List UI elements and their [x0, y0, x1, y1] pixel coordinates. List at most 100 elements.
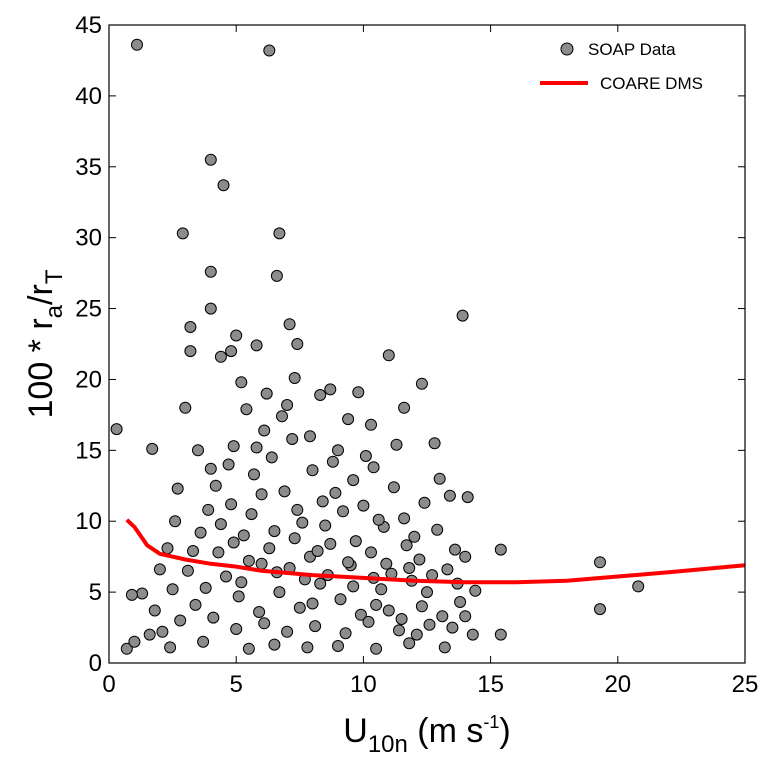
- scatter-point: [265, 451, 278, 464]
- y-tick-label: 5: [89, 579, 102, 606]
- scatter-point: [281, 399, 294, 411]
- y-tick-label: 20: [75, 366, 102, 393]
- scatter-point: [240, 403, 253, 416]
- scatter-point: [324, 383, 337, 396]
- scatter-point: [403, 562, 416, 574]
- scatter-point: [443, 489, 456, 502]
- scatter-point: [263, 44, 276, 57]
- scatter-point: [204, 302, 217, 315]
- scatter-point: [270, 269, 283, 282]
- scatter-point: [446, 621, 459, 634]
- scatter-point: [410, 628, 423, 641]
- scatter-point: [245, 508, 258, 521]
- scatter-point: [332, 640, 344, 652]
- scatter-point: [357, 499, 370, 512]
- scatter-point: [125, 588, 138, 601]
- y-tick-label: 45: [75, 12, 102, 39]
- scatter-point: [110, 423, 123, 436]
- scatter-point: [250, 339, 263, 352]
- scatter-point: [237, 529, 250, 542]
- scatter-point: [324, 537, 337, 550]
- scatter-points: [110, 38, 645, 655]
- scatter-point: [352, 386, 365, 399]
- scatter-point: [230, 623, 243, 635]
- scatter-point: [255, 488, 268, 501]
- legend: SOAP Data COARE DMS: [540, 40, 703, 93]
- scatter-point: [339, 627, 352, 640]
- scatter-point: [408, 530, 421, 543]
- scatter-point: [423, 618, 436, 631]
- axis-ticks: 0 5 10 15 20 25 0 5 10 15 20 25 30 35 40 45: [75, 12, 758, 698]
- scatter-point: [342, 556, 355, 569]
- scatter-point: [393, 624, 405, 637]
- x-tick-label: 20: [604, 671, 631, 698]
- scatter-point: [281, 625, 294, 638]
- scatter-point: [171, 482, 184, 495]
- scatter-point: [395, 613, 408, 625]
- scatter-point: [288, 372, 301, 384]
- scatter-point: [301, 641, 314, 654]
- scatter-point: [235, 376, 248, 389]
- scatter-point: [461, 491, 474, 504]
- scatter-point: [334, 593, 347, 606]
- scatter-point: [176, 227, 189, 240]
- scatter-point: [314, 389, 327, 401]
- scatter-point: [164, 641, 177, 654]
- scatter-point: [148, 604, 161, 617]
- scatter-point: [359, 450, 372, 462]
- scatter-point: [187, 545, 199, 557]
- scatter-point: [250, 441, 263, 454]
- x-axis-title: U10n (m s-1): [343, 712, 511, 758]
- scatter-point: [232, 590, 245, 603]
- scatter-point: [347, 474, 360, 487]
- coare-dms-line: [125, 518, 746, 585]
- scatter-point: [225, 498, 238, 511]
- scatter-point: [253, 606, 266, 618]
- scatter-point: [156, 625, 169, 638]
- scatter-point: [459, 550, 472, 563]
- y-tick-label: 25: [75, 296, 102, 323]
- scatter-point: [235, 576, 248, 589]
- scatter-point: [222, 458, 235, 471]
- scatter-point: [329, 486, 342, 499]
- scatter-point: [332, 444, 344, 457]
- scatter-point: [431, 523, 444, 536]
- scatter-point: [494, 543, 507, 556]
- scatter-point: [169, 515, 182, 528]
- scatter-point: [283, 318, 296, 331]
- scatter-point: [230, 329, 243, 342]
- scatter-point: [227, 440, 240, 453]
- scatter-point: [375, 583, 388, 596]
- scatter-point: [306, 464, 319, 477]
- y-tick-label: 10: [75, 508, 102, 535]
- scatter-point: [594, 603, 606, 616]
- scatter-point: [184, 321, 197, 333]
- scatter-point: [337, 505, 349, 518]
- scatter-point: [128, 635, 141, 648]
- scatter-point: [288, 532, 301, 545]
- scatter-point: [347, 580, 360, 593]
- scatter-point: [311, 545, 324, 557]
- scatter-point: [415, 600, 428, 613]
- scatter-point: [273, 586, 286, 599]
- scatter-point: [306, 597, 319, 610]
- legend-label-soap: SOAP Data: [588, 40, 676, 59]
- scatter-point: [387, 481, 400, 494]
- scatter-point: [454, 596, 467, 608]
- scatter-point: [594, 556, 606, 569]
- y-tick-label: 30: [75, 225, 102, 252]
- scatter-point: [153, 563, 166, 576]
- scatter-point: [365, 418, 377, 431]
- x-tick-label: 5: [230, 671, 243, 698]
- scatter-point: [189, 598, 202, 611]
- x-tick-label: 0: [102, 671, 115, 698]
- scatter-point: [217, 179, 230, 192]
- plot-frame: [108, 24, 746, 664]
- scatter-point: [276, 410, 288, 423]
- scatter-point: [214, 350, 227, 363]
- y-tick-label: 15: [75, 437, 102, 464]
- scatter-point: [367, 461, 380, 474]
- scatter-point: [365, 546, 377, 559]
- scatter-point: [202, 503, 215, 516]
- scatter-point: [227, 536, 240, 549]
